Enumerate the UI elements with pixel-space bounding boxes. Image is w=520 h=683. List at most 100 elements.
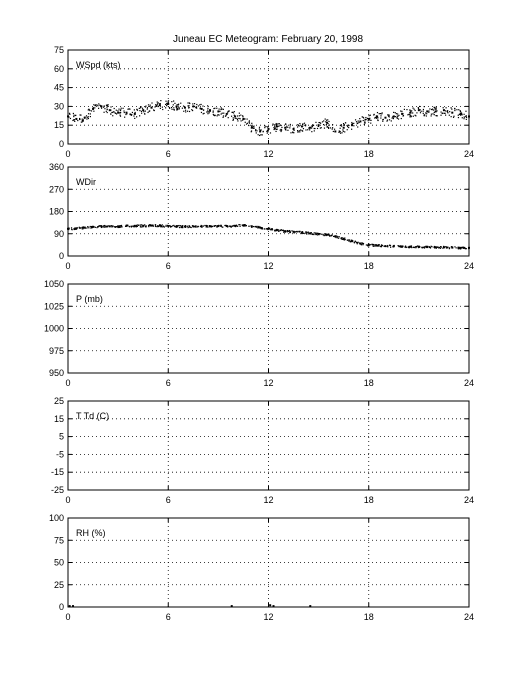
data-point-fine — [366, 117, 368, 119]
data-point-fine — [312, 233, 314, 236]
data-point-fine — [142, 226, 144, 228]
data-point-fine — [346, 129, 348, 131]
data-point-fine — [293, 129, 295, 132]
data-point-fine — [420, 110, 422, 112]
data-point-fine — [252, 126, 254, 128]
data-point-fine — [329, 235, 331, 237]
data-point-fine — [197, 226, 199, 228]
data-point-fine — [246, 118, 248, 120]
data-point — [272, 605, 275, 608]
data-point-fine — [81, 226, 83, 229]
data-point-fine — [106, 105, 109, 107]
panel-5: 0 6 12 18 24 0 25 50 75 100 RH (%) — [49, 513, 474, 622]
data-point — [259, 130, 262, 133]
data-point-fine — [308, 127, 310, 130]
data-point-fine — [410, 245, 413, 247]
data-point-fine — [313, 232, 315, 234]
data-point-fine — [280, 128, 282, 131]
data-point-fine — [264, 228, 266, 230]
data-point-fine — [400, 110, 402, 112]
data-point — [451, 111, 454, 114]
data-point-fine — [212, 113, 214, 116]
data-point-fine — [252, 127, 254, 129]
y-tick-label: 1050 — [44, 279, 64, 289]
data-point-fine — [115, 226, 117, 228]
data-point-fine — [260, 134, 262, 136]
data-point-fine — [165, 225, 167, 227]
data-point-fine — [97, 105, 99, 107]
data-point-fine — [259, 226, 261, 229]
data-point-fine — [131, 113, 133, 116]
panel-label: T Td (C) — [76, 411, 109, 421]
data-point-fine — [199, 107, 201, 109]
data-point-fine — [192, 225, 195, 227]
data-point-fine — [155, 105, 158, 107]
data-point-fine — [351, 128, 353, 130]
data-point-fine — [90, 227, 92, 229]
data-point-fine — [303, 232, 305, 234]
data-point — [67, 115, 69, 118]
data-point-fine — [457, 246, 459, 248]
data-point-fine — [409, 114, 411, 116]
data-point-fine — [185, 226, 187, 228]
data-point-fine — [244, 118, 246, 120]
data-point-fine — [296, 126, 299, 128]
data-point-fine — [236, 117, 238, 120]
data-point-fine — [187, 105, 189, 107]
data-point-fine — [362, 119, 364, 122]
data-point-fine — [180, 102, 182, 104]
data-point — [392, 245, 395, 248]
data-point-fine — [214, 114, 216, 117]
data-point-fine — [169, 107, 171, 109]
data-point-fine — [144, 113, 146, 115]
data-point-fine — [433, 245, 436, 248]
data-point-fine — [148, 224, 150, 227]
data-point-fine — [404, 246, 406, 248]
data-point-fine — [306, 232, 308, 234]
data-point-fine — [259, 134, 261, 137]
data-point-fine — [200, 103, 202, 106]
data-point-fine — [70, 227, 73, 229]
data-point-fine — [346, 124, 348, 127]
x-tick-label: 12 — [263, 378, 273, 388]
data-point-fine — [394, 112, 396, 114]
data-point-fine — [115, 113, 118, 115]
data-point-fine — [151, 102, 153, 104]
data-point-fine — [248, 120, 250, 122]
data-point — [292, 127, 295, 130]
data-point-fine — [238, 115, 240, 117]
data-point-fine — [156, 103, 159, 105]
data-point-fine — [432, 113, 434, 115]
data-point-fine — [468, 117, 470, 119]
data-point-fine — [232, 112, 235, 114]
data-point-fine — [152, 224, 154, 226]
data-point-fine — [182, 225, 184, 227]
data-point-fine — [93, 104, 95, 106]
data-point-fine — [289, 231, 291, 233]
data-point-fine — [82, 228, 84, 230]
x-tick-label: 24 — [464, 612, 474, 622]
data-point-fine — [356, 243, 358, 245]
data-point-fine — [87, 226, 89, 228]
data-point-fine — [270, 229, 273, 231]
data-point-fine — [400, 117, 402, 120]
data-point-fine — [96, 104, 98, 106]
data-point-fine — [260, 129, 262, 131]
data-point-fine — [222, 108, 224, 110]
data-point-fine — [462, 247, 465, 249]
data-point-fine — [309, 129, 311, 131]
data-point-fine — [112, 225, 114, 227]
data-point-fine — [368, 115, 370, 117]
data-point-fine — [376, 111, 379, 114]
data-point-fine — [188, 110, 191, 113]
data-point-fine — [77, 119, 79, 122]
data-point-fine — [387, 115, 390, 117]
data-point-fine — [138, 107, 140, 110]
y-tick-label: 15 — [54, 414, 64, 424]
data-point-fine — [316, 127, 319, 130]
data-point-fine — [299, 122, 301, 125]
data-point-fine — [463, 113, 465, 115]
data-point-fine — [382, 120, 384, 122]
data-point-fine — [165, 224, 167, 226]
